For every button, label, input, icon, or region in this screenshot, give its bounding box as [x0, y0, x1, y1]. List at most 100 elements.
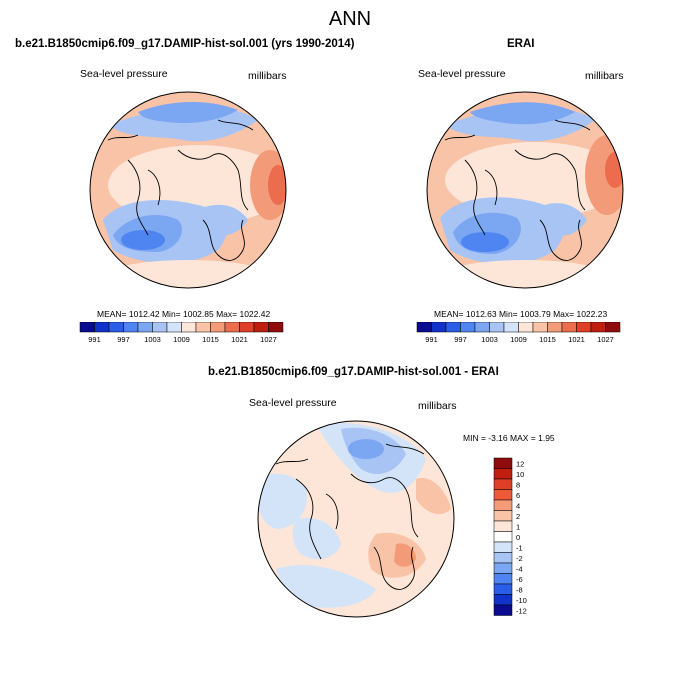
obs-colorbar-box: [532, 322, 548, 333]
obs-colorbar-box: [503, 322, 519, 333]
diff-colorbar-box: [493, 457, 513, 469]
model-colorbar-box: [152, 322, 168, 333]
model-colorbar-box: [195, 322, 211, 333]
diff-colorbar-box: [493, 562, 513, 574]
diff-colorbar-box: [493, 594, 513, 606]
obs-colorbar-box: [416, 322, 432, 333]
diff-colorbar-tick-label: -6: [516, 575, 523, 584]
obs-map: [426, 91, 624, 289]
obs-colorbar-box: [518, 322, 534, 333]
model-map: [89, 91, 287, 289]
diff-map: [257, 420, 455, 618]
obs-coastlines: [444, 119, 591, 261]
obs-colorbar-box: [590, 322, 606, 333]
model-map-boundary: [89, 91, 287, 289]
obs-panel-title: ERAI: [507, 38, 535, 50]
diff-stats: MIN = -3.16 MAX = 1.95: [463, 433, 555, 443]
model-colorbar-tick-label: 997: [117, 335, 130, 344]
obs-colorbar: 991997100310091015102110271033: [416, 322, 621, 344]
obs-colorbar-box: [561, 322, 577, 333]
model-colorbar-tick-label: 1027: [260, 335, 277, 344]
obs-colorbar-tick-label: 1003: [481, 335, 498, 344]
obs-colorbar-box: [547, 322, 563, 333]
obs-colorbar-box: [489, 322, 505, 333]
obs-colorbar-box: [460, 322, 476, 333]
model-panel-title: b.e21.B1850cmip6.f09_g17.DAMIP-hist-sol.…: [15, 38, 355, 50]
diff-colorbar-tick-label: -10: [516, 596, 527, 605]
model-colorbar-tick-label: 1015: [202, 335, 219, 344]
diff-colorbar-tick-label: 2: [516, 512, 520, 521]
diff-colorbar-box: [493, 478, 513, 490]
obs-colorbar-box: [474, 322, 490, 333]
model-variable-label: Sea-level pressure: [80, 68, 168, 80]
model-colorbar-box: [166, 322, 182, 333]
obs-colorbar-tick-label: 1027: [597, 335, 614, 344]
model-colorbar-tick-label: 991: [88, 335, 101, 344]
obs-colorbar-tick-label: 1015: [539, 335, 556, 344]
model-colorbar-box: [94, 322, 110, 333]
model-colorbar-tick-label: 1003: [144, 335, 161, 344]
obs-colorbar-tick-label: 1009: [510, 335, 527, 344]
obs-colorbar-box: [445, 322, 461, 333]
obs-colorbar-box: [605, 322, 621, 333]
model-colorbar-box: [210, 322, 226, 333]
model-colorbar-box: [123, 322, 139, 333]
model-units-label: millibars: [248, 70, 287, 82]
diff-colorbar-box: [493, 541, 513, 553]
obs-colorbar-tick-label: 991: [425, 335, 438, 344]
diff-colorbar-tick-label: -4: [516, 564, 523, 573]
model-colorbar-box: [79, 322, 95, 333]
diff-colorbar-box: [493, 489, 513, 501]
diff-colorbar-box: [493, 499, 513, 511]
obs-map-field: [427, 92, 623, 288]
diff-colorbar-box: [493, 604, 513, 616]
diff-colorbar-tick-label: 12: [516, 459, 524, 468]
diff-map-field: [258, 421, 454, 617]
diff-colorbar-tick-label: -1: [516, 543, 523, 552]
obs-colorbar-tick-label: 1021: [568, 335, 585, 344]
obs-map-boundary: [426, 91, 624, 289]
model-colorbar: 991997100310091015102110271033: [79, 322, 284, 344]
diff-colorbar-tick-label: -2: [516, 554, 523, 563]
obs-variable-label: Sea-level pressure: [418, 68, 506, 80]
main-title: ANN: [328, 8, 372, 30]
obs-colorbar-tick-label: 997: [454, 335, 467, 344]
diff-colorbar-tick-label: -8: [516, 585, 523, 594]
model-stats: MEAN= 1012.42 Min= 1002.85 Max= 1022.42: [97, 309, 271, 319]
diff-colorbar-box: [493, 573, 513, 585]
diff-colorbar-tick-label: 0: [516, 533, 520, 542]
diff-colorbar-box: [493, 468, 513, 480]
diff-colorbar-tick-label: 6: [516, 491, 520, 500]
model-map-field: [90, 92, 286, 288]
diff-colorbar-box: [493, 520, 513, 532]
model-colorbar-box: [253, 322, 269, 333]
model-colorbar-box: [108, 322, 124, 333]
diff-map-boundary: [257, 420, 455, 618]
diff-colorbar-tick-label: 4: [516, 501, 520, 510]
model-colorbar-tick-label: 1021: [231, 335, 248, 344]
model-colorbar-box: [268, 322, 284, 333]
diff-panel-title: b.e21.B1850cmip6.f09_g17.DAMIP-hist-sol.…: [208, 366, 499, 378]
diff-colorbar-tick-label: -12: [516, 606, 527, 615]
diff-colorbar-tick-label: 8: [516, 480, 520, 489]
model-colorbar-box: [181, 322, 197, 333]
diff-colorbar-box: [493, 531, 513, 543]
obs-colorbar-box: [576, 322, 592, 333]
diff-colorbar-box: [493, 583, 513, 595]
obs-units-label: millibars: [585, 70, 624, 82]
model-colorbar-box: [239, 322, 255, 333]
diff-units-label: millibars: [418, 400, 457, 412]
diff-colorbar-box: [493, 510, 513, 522]
diff-coastlines: [275, 443, 425, 590]
obs-colorbar-box: [431, 322, 447, 333]
obs-stats: MEAN= 1012.63 Min= 1003.79 Max= 1022.23: [434, 309, 608, 319]
diff-colorbar-tick-label: 10: [516, 470, 524, 479]
diff-colorbar-tick-label: 1: [516, 522, 520, 531]
model-colorbar-box: [137, 322, 153, 333]
model-colorbar-box: [224, 322, 240, 333]
diff-variable-label: Sea-level pressure: [249, 397, 337, 409]
diff-colorbar-box: [493, 552, 513, 564]
model-colorbar-tick-label: 1009: [173, 335, 190, 344]
model-coastlines: [107, 119, 254, 261]
